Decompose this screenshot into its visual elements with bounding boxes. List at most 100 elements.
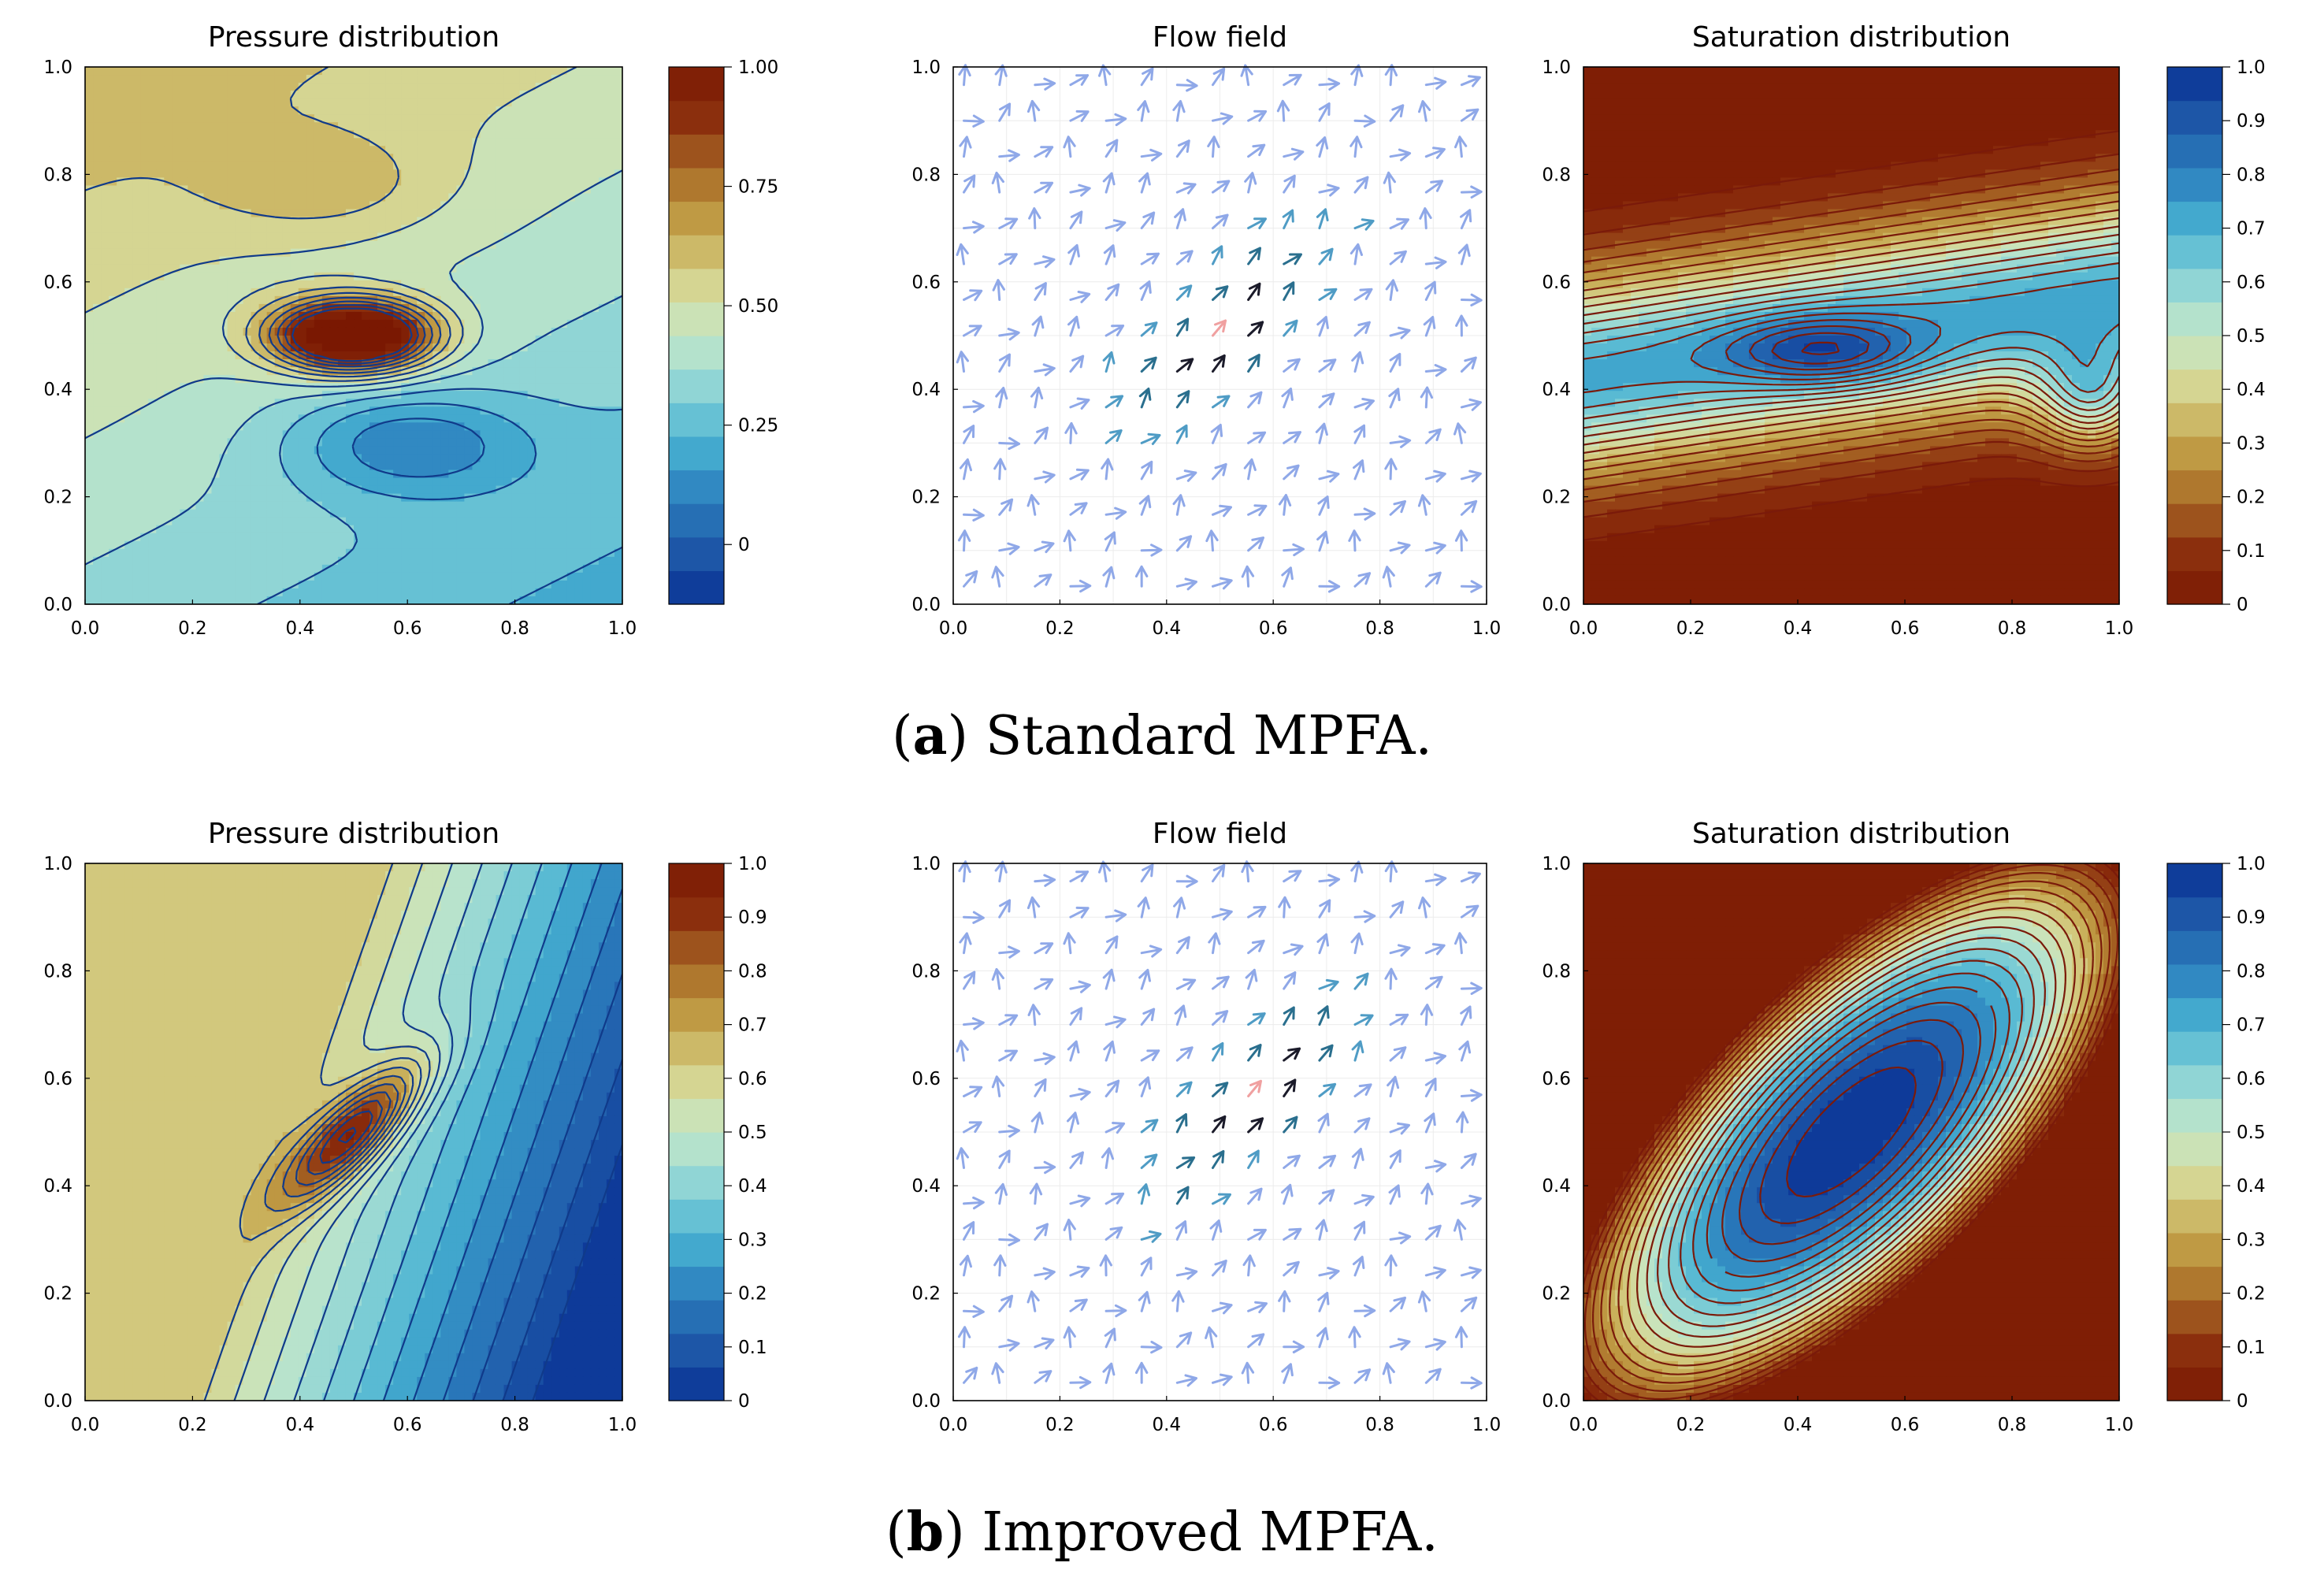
heatmap-cell [290, 383, 299, 392]
heatmap-cell [85, 367, 94, 376]
heatmap-cell [266, 556, 276, 566]
heatmap-cell [124, 564, 133, 573]
heatmap-cell [598, 209, 607, 218]
heatmap-cell [164, 406, 173, 415]
heatmap-cell [559, 67, 568, 76]
heatmap-cell [496, 470, 505, 479]
heatmap-cell [266, 67, 276, 76]
flow-arrow [1140, 544, 1163, 557]
heatmap-cell [496, 311, 505, 321]
heatmap-cell [337, 406, 347, 415]
heatmap-cell [543, 232, 552, 242]
heatmap-cell [472, 240, 481, 250]
heatmap-cell [1607, 67, 1616, 76]
flow-arrow [1423, 316, 1436, 337]
heatmap-cell [203, 209, 213, 218]
heatmap-cell [606, 169, 615, 179]
heatmap-cell [488, 509, 497, 518]
heatmap-cell [195, 548, 205, 558]
heatmap-cell [480, 169, 489, 179]
heatmap-cell [527, 193, 536, 202]
heatmap-cell [109, 201, 117, 210]
heatmap-cell [274, 122, 284, 131]
heatmap-cell [425, 161, 433, 170]
heatmap-cell [93, 485, 102, 495]
heatmap-cell [496, 83, 505, 91]
heatmap-cell [321, 232, 331, 242]
heatmap-cell [393, 438, 402, 447]
heatmap-cell [433, 280, 441, 289]
heatmap-cell [598, 438, 607, 447]
heatmap-cell [314, 75, 323, 84]
heatmap-cell [527, 556, 536, 566]
heatmap-cell [566, 540, 576, 550]
heatmap-cell [409, 399, 418, 407]
heatmap-cell [203, 509, 213, 518]
heatmap-cell [329, 438, 339, 447]
heatmap-cell [503, 264, 513, 273]
heatmap-cell [298, 588, 307, 597]
heatmap-cell [440, 209, 449, 218]
heatmap-cell [148, 556, 157, 566]
heatmap-cell [527, 399, 536, 407]
heatmap-cell [496, 232, 505, 242]
heatmap-cell [93, 556, 102, 566]
heatmap-cell [496, 462, 505, 471]
heatmap-cell [124, 98, 133, 107]
flow-arrow [1212, 285, 1229, 301]
heatmap-cell [566, 406, 576, 415]
heatmap-cell [101, 548, 110, 558]
heatmap-cell [456, 446, 466, 455]
heatmap-cell [109, 572, 117, 581]
heatmap-cell [227, 295, 236, 305]
heatmap-cell [266, 240, 276, 250]
heatmap-cell [187, 319, 197, 328]
heatmap-cell [329, 248, 339, 258]
heatmap-cell [543, 336, 552, 344]
heatmap-cell [164, 580, 173, 589]
heatmap-cell [543, 501, 552, 510]
heatmap-cell [156, 422, 165, 431]
heatmap-cell [464, 399, 473, 407]
flow-arrow [1276, 99, 1290, 122]
heatmap-cell [321, 327, 331, 336]
heatmap-cell [148, 264, 157, 273]
heatmap-cell [440, 91, 449, 99]
heatmap-cell [480, 399, 489, 407]
heatmap-cell [345, 351, 355, 360]
heatmap-cell [219, 161, 228, 170]
heatmap-cell [464, 161, 473, 170]
heatmap-cell [433, 588, 441, 597]
heatmap-cell [614, 556, 622, 566]
heatmap-cell [251, 91, 260, 99]
heatmap-cell [535, 146, 544, 154]
heatmap-cell [472, 146, 481, 154]
heatmap-cell [393, 462, 402, 471]
heatmap-cell [274, 146, 284, 154]
flow-arrow [1212, 395, 1231, 409]
heatmap-cell [369, 470, 378, 479]
heatmap-cell [235, 83, 244, 91]
heatmap-cell [235, 367, 244, 376]
heatmap-cell [519, 232, 529, 242]
heatmap-cell [456, 477, 466, 487]
heatmap-cell [440, 391, 449, 399]
heatmap-cell [535, 138, 544, 147]
heatmap-cell [535, 256, 544, 265]
flow-arrow [963, 221, 985, 234]
heatmap-cell [243, 470, 252, 479]
heatmap-cell [164, 232, 173, 242]
heatmap-cell [385, 533, 394, 542]
heatmap-cell [180, 114, 188, 123]
heatmap-cell [543, 375, 552, 384]
heatmap-cell [117, 177, 125, 187]
heatmap-cell [393, 336, 402, 344]
heatmap-cell [393, 98, 402, 107]
heatmap-cell [274, 264, 284, 273]
flow-arrow [1454, 135, 1468, 158]
heatmap-cell [464, 438, 473, 447]
heatmap-cell [614, 438, 622, 447]
heatmap-cell [598, 75, 607, 84]
heatmap-cell [117, 185, 125, 195]
heatmap-cell [354, 193, 362, 202]
